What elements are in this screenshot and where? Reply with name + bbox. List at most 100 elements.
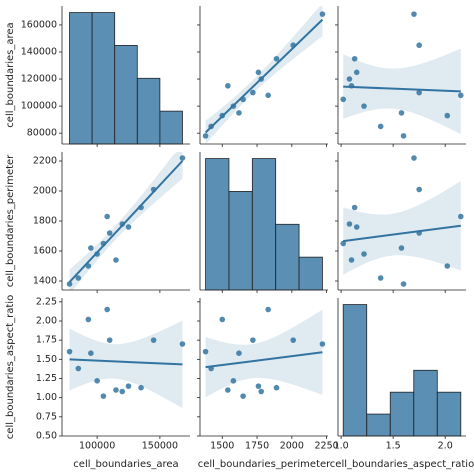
scatter-point <box>265 92 271 99</box>
scatter-point <box>346 76 353 82</box>
x-axis-label: cell_boundaries_perimeter <box>198 459 331 470</box>
y-tick-label: 2.00 <box>36 316 57 327</box>
y-tick-label: 0.75 <box>36 411 57 422</box>
scatter-point <box>150 337 157 343</box>
y-axis-label: cell_boundaries_aspect_ratio <box>5 295 16 439</box>
y-tick-label: 2000 <box>33 186 57 197</box>
x-tick-label: 100000 <box>79 441 115 452</box>
scatter-point <box>398 245 405 251</box>
scatter-point <box>255 383 262 389</box>
hist-bar <box>275 223 300 291</box>
scatter-point <box>290 337 297 343</box>
scatter-point <box>125 224 132 230</box>
scatter-point <box>346 221 353 227</box>
x-tick-label: 2.0 <box>438 441 453 452</box>
scatter-point <box>377 275 384 281</box>
scatter-point <box>416 89 422 96</box>
y-tick-label: 1.50 <box>36 354 57 365</box>
scatter-point <box>100 393 107 399</box>
scatter-point <box>444 112 451 119</box>
x-tick-label: 1.5 <box>386 441 401 452</box>
y-tick-label: 1800 <box>33 216 57 227</box>
hist-bar <box>159 110 183 145</box>
scatter-point <box>319 341 326 347</box>
y-tick-label: 140000 <box>21 47 57 58</box>
scatter-point <box>66 281 73 287</box>
scatter-point <box>377 123 384 130</box>
scatter-point <box>106 337 113 343</box>
ci-band <box>343 48 461 135</box>
scatter-point <box>348 257 355 263</box>
scatter-point <box>94 378 100 384</box>
hist-bar <box>69 12 93 145</box>
x-tick-label: 1500 <box>210 441 234 452</box>
scatter-point <box>88 350 94 357</box>
scatter-point <box>225 83 231 89</box>
hist-bar <box>342 304 368 437</box>
scatter-point <box>202 133 209 139</box>
y-tick-label: 120000 <box>21 74 57 85</box>
y-tick-label: 1.25 <box>36 373 57 384</box>
y-axis-label: cell_boundaries_area <box>5 22 16 127</box>
hist-bar <box>205 158 230 291</box>
scatter-point <box>250 337 256 343</box>
scatter-point <box>104 306 110 313</box>
scatter-point <box>225 387 231 393</box>
hist-bar <box>91 12 116 145</box>
regression-line <box>204 18 324 134</box>
y-tick-label: 1.00 <box>36 392 57 403</box>
scatter-point <box>398 110 405 116</box>
scatter-point <box>400 281 407 287</box>
scatter-point <box>240 393 246 399</box>
scatter-point <box>106 230 113 236</box>
scatter-point <box>125 383 132 389</box>
x-tick-label: 150000 <box>142 441 178 452</box>
scatter-point <box>75 275 82 281</box>
scatter-point <box>113 257 119 263</box>
scatter-point <box>411 11 417 17</box>
x-tick-label: 2250 <box>315 441 339 452</box>
y-tick-label: 100000 <box>21 101 57 112</box>
hist-bar <box>228 191 253 291</box>
scatter-point <box>353 69 360 76</box>
scatter-point <box>230 378 237 384</box>
scatter-point <box>340 96 347 103</box>
scatter-point <box>457 213 464 220</box>
y-axis-label: cell_boundaries_perimeter <box>5 154 16 287</box>
hist-bar <box>389 391 415 437</box>
scatter-point <box>179 341 186 347</box>
scatter-point <box>202 348 209 355</box>
scatter-point <box>361 103 367 109</box>
regression-line <box>69 358 183 366</box>
scatter-point <box>258 388 265 395</box>
x-axis-label: cell_boundaries_area <box>73 459 178 470</box>
scatter-point <box>411 155 417 161</box>
scatter-point <box>104 213 110 220</box>
scatter-point <box>353 224 360 230</box>
hist-bar <box>298 256 323 291</box>
scatter-point <box>457 92 464 99</box>
y-tick-label: 0.50 <box>36 431 57 442</box>
y-tick-label: 2200 <box>33 156 57 167</box>
hist-bar <box>251 158 277 291</box>
regression-line <box>343 224 461 243</box>
scatter-point <box>416 186 422 193</box>
x-axis-label: cell_boundaries_aspect_ratio <box>330 459 474 470</box>
x-tick-label: 1750 <box>245 441 269 452</box>
scatter-point <box>340 240 347 247</box>
scatter-point <box>236 350 242 357</box>
scatter-point <box>179 155 186 161</box>
ci-band <box>343 181 461 275</box>
scatter-point <box>351 204 358 211</box>
hist-bar <box>366 413 391 437</box>
y-tick-label: 80000 <box>27 128 57 139</box>
scatter-point <box>255 69 262 76</box>
hist-bar <box>114 45 138 145</box>
scatter-point <box>265 306 271 313</box>
y-tick-label: 1600 <box>33 246 57 257</box>
y-tick-label: 1.75 <box>36 335 57 346</box>
regression-line <box>205 351 323 369</box>
scatter-point <box>88 245 94 251</box>
scatter-point <box>66 348 73 355</box>
